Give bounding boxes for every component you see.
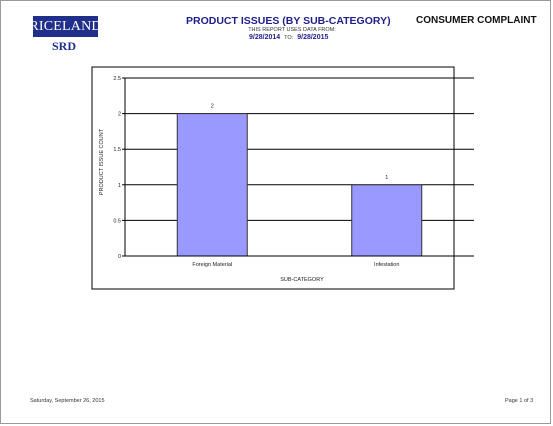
date-from: 9/28/2014 xyxy=(249,34,281,41)
x-tick-label: Foreign Material xyxy=(192,262,232,268)
date-range: 9/28/2014 TO: 9/28/2015 xyxy=(249,34,328,41)
x-axis-label: SUB-CATEGORY xyxy=(280,277,324,283)
data-label: 2 xyxy=(211,104,214,110)
report-subtitle: THIS REPORT USES DATA FROM: xyxy=(248,27,336,33)
y-axis-label: PRODUCT ISSUE COUNT xyxy=(99,128,105,195)
bar xyxy=(351,184,423,257)
data-label: 1 xyxy=(385,175,388,181)
report-title: PRODUCT ISSUES (BY SUB-CATEGORY) xyxy=(186,15,391,27)
y-tick-label: 1 xyxy=(118,183,121,189)
x-tick-label: Infestation xyxy=(374,262,399,268)
date-to-label: TO: xyxy=(284,35,294,41)
footer-date: Saturday, September 26, 2015 xyxy=(30,398,105,404)
y-tick-label: 1.5 xyxy=(113,147,121,153)
y-tick-label: 0.5 xyxy=(113,218,121,224)
y-tick-label: 2 xyxy=(118,112,121,118)
y-tick-label: 0 xyxy=(118,254,121,260)
riceland-logo: RICELAND xyxy=(29,16,101,37)
y-tick-label: 2.5 xyxy=(113,76,121,82)
report-category: CONSUMER COMPLAINT xyxy=(416,15,537,26)
footer-page-number: Page 1 of 3 xyxy=(505,398,534,404)
bar xyxy=(176,113,248,257)
logo-subtitle: SRD xyxy=(52,39,77,53)
date-to: 9/28/2015 xyxy=(297,34,329,41)
